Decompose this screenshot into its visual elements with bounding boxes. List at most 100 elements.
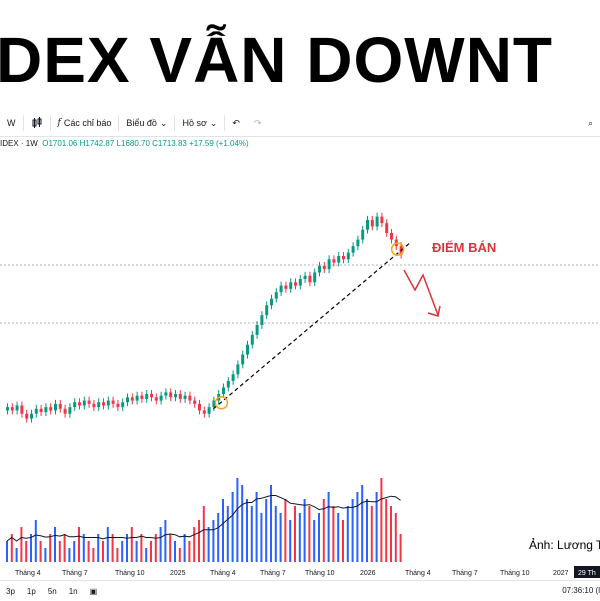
- candle: [270, 298, 273, 306]
- candle: [255, 325, 259, 335]
- candle: [30, 413, 33, 419]
- volume-bar: [34, 520, 37, 562]
- volume-bar: [126, 534, 128, 562]
- candle: [106, 400, 110, 406]
- candle: [150, 394, 153, 398]
- redo-button[interactable]: ↷: [247, 110, 269, 136]
- candle: [375, 216, 379, 227]
- candle: [193, 400, 197, 404]
- volume-bar: [178, 548, 181, 562]
- candle: [126, 397, 129, 403]
- candle: [49, 407, 53, 411]
- volume-bar: [380, 478, 383, 562]
- candle: [236, 364, 240, 375]
- volume-bar: [313, 520, 316, 562]
- change-value: +17.59 (+1.04%): [189, 139, 249, 148]
- x-axis-tick-label: Tháng 7: [62, 570, 88, 577]
- candles-type-button[interactable]: [24, 110, 50, 136]
- volume-bar: [279, 513, 282, 562]
- volume-bar: [322, 499, 325, 562]
- x-axis-tick-label: Tháng 4: [210, 570, 236, 577]
- candle: [111, 400, 115, 404]
- volume-bar: [394, 513, 397, 562]
- candle: [202, 410, 206, 414]
- chart-menu-button[interactable]: Biểu đồ ⌄: [119, 110, 174, 136]
- indicators-button[interactable]: f Các chỉ báo: [51, 110, 119, 136]
- range-3p[interactable]: 3p: [6, 586, 15, 596]
- volume-bar: [78, 527, 80, 562]
- bottom-toolbar: 3p 1p 5n 1n ▣ 07:36:10 (l: [0, 580, 600, 601]
- candle: [87, 400, 91, 404]
- volume-bar: [284, 499, 287, 562]
- volume-bar: [255, 492, 258, 562]
- volume-bar: [351, 499, 354, 562]
- candle: [20, 405, 24, 414]
- candle: [346, 252, 350, 260]
- volume-bar: [250, 506, 253, 562]
- trendline: [213, 242, 410, 410]
- volume-bar: [337, 513, 340, 562]
- candle: [15, 405, 19, 411]
- volume-bar: [222, 499, 224, 562]
- candle: [6, 407, 9, 411]
- chart-menu-label: Biểu đồ: [126, 118, 157, 128]
- symbol-label[interactable]: IDEX · 1W: [0, 139, 38, 148]
- x-axis-tick-label: Tháng 10: [115, 570, 145, 577]
- volume-bar: [260, 513, 263, 562]
- toolbar-divider: [22, 115, 24, 131]
- candle: [222, 387, 225, 394]
- volume-bar: [169, 534, 172, 562]
- candle: [260, 315, 264, 325]
- candle: [164, 392, 168, 396]
- headline: DEX VẪN DOWNT: [0, 24, 553, 96]
- x-axis-tick-label: Tháng 4: [15, 570, 41, 577]
- volume-ma-line: [6, 495, 401, 542]
- volume-bar: [289, 520, 292, 562]
- candle: [380, 216, 384, 224]
- candle: [274, 292, 278, 299]
- volume-bar: [154, 534, 157, 562]
- candle: [361, 229, 365, 240]
- volume-bar: [356, 492, 359, 562]
- range-5n[interactable]: 5n: [47, 586, 57, 596]
- candle: [366, 219, 369, 230]
- function-icon: f: [57, 118, 61, 128]
- search-button[interactable]: ⌕: [581, 110, 600, 136]
- redo-icon: ↷: [253, 117, 262, 128]
- profile-menu-button[interactable]: Hồ sơ ⌄: [175, 110, 224, 136]
- candle: [73, 402, 77, 408]
- sell-point-marker: [390, 242, 405, 256]
- volume-bar: [6, 541, 8, 562]
- volume-bar: [370, 506, 373, 562]
- candle: [178, 394, 182, 399]
- volume-bar: [241, 485, 244, 562]
- arrow-head-icon: [427, 305, 441, 317]
- candle: [25, 413, 29, 419]
- volume-bar: [274, 506, 277, 562]
- chevron-down-icon: ⌄: [159, 117, 168, 128]
- volume-bar: [346, 506, 349, 562]
- calendar-icon[interactable]: ▣: [89, 586, 98, 596]
- photo-credit: Ảnh: Lương T: [529, 538, 600, 552]
- candle: [188, 395, 192, 401]
- candle: [121, 402, 125, 408]
- interval-button[interactable]: W: [0, 110, 23, 136]
- range-1p[interactable]: 1p: [26, 586, 36, 596]
- candle: [298, 279, 302, 286]
- candle: [332, 259, 336, 263]
- candle: [92, 403, 96, 408]
- x-axis-tick-label: 2025: [170, 570, 186, 577]
- candle: [207, 407, 211, 414]
- x-axis-tick-label: Tháng 7: [452, 570, 478, 577]
- undo-button[interactable]: ↶: [225, 110, 247, 136]
- candle: [135, 395, 139, 401]
- candle: [322, 265, 326, 270]
- volume-bar: [54, 527, 56, 562]
- volume-bar: [39, 541, 42, 562]
- volume-bar: [188, 541, 191, 562]
- range-1n[interactable]: 1n: [68, 586, 78, 596]
- price-chart[interactable]: Tháng 4 Tháng 7 Tháng 10 2025 Tháng 4 Tháng 7…: [0, 150, 600, 580]
- volume-bar: [217, 513, 220, 562]
- candle: [284, 285, 288, 289]
- volume-bar: [332, 506, 335, 562]
